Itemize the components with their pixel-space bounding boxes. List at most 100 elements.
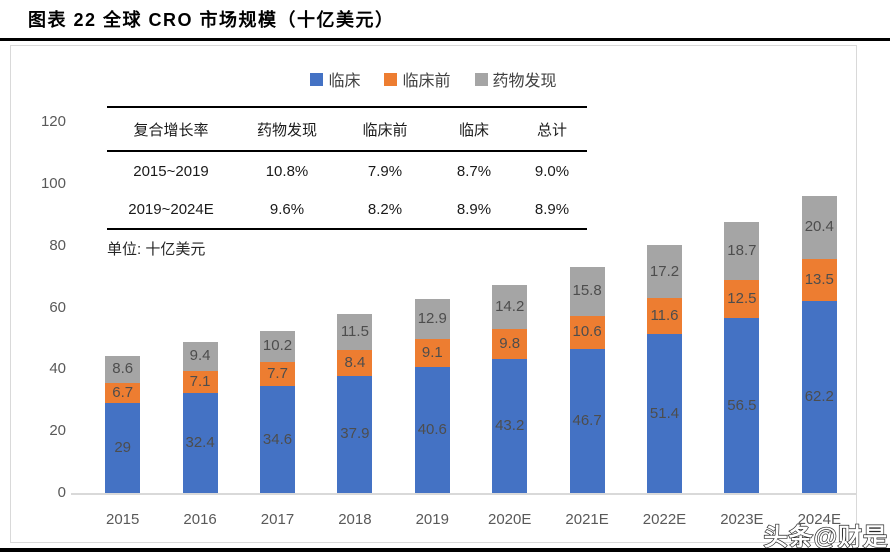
bar-value-label: 6.7	[112, 383, 134, 401]
bar-value-label: 7.7	[267, 365, 288, 383]
table-header-row: 复合增长率 药物发现 临床前 临床 总计	[107, 107, 587, 152]
bar-value-label: 9.1	[421, 344, 443, 362]
bar-value-label: 9.8	[499, 335, 521, 353]
legend-item: 药物发现	[474, 67, 557, 91]
bar-value-label: 8.6	[112, 360, 134, 378]
bar-value-label: 29	[114, 439, 132, 457]
bar-segment	[182, 370, 218, 393]
y-axis-tick: 20	[49, 422, 66, 440]
bar-value-label: 11.6	[650, 307, 679, 325]
x-axis-label: 2024E	[797, 511, 841, 528]
bar-segment	[647, 334, 682, 493]
table-row: 2015~2019 10.8% 7.9% 8.7% 9.0%	[107, 151, 587, 190]
cagr-table: 复合增长率 药物发现 临床前 临床 总计 2015~2019 10.8% 7.9% 8.7% 9…	[107, 106, 587, 230]
x-axis-label: 2015	[106, 511, 140, 528]
table-header-cell: 总计	[517, 107, 587, 152]
bar-value-label: 32.4	[185, 433, 215, 451]
table-header-cell: 药物发现	[235, 107, 339, 152]
x-axis-label: 2019	[415, 511, 449, 528]
bar-value-label: 9.4	[189, 347, 211, 365]
x-axis-label: 2017	[260, 511, 295, 528]
chart-area: 临床 临床前 药物发现 复合增长率 药物发现 临床前 临床 总计 2015~2019 10.8…	[10, 45, 857, 543]
y-axis-tick: 120	[40, 113, 66, 130]
bar-segment	[801, 258, 837, 301]
table-cell: 2015~2019	[133, 162, 209, 180]
y-axis-tick: 60	[49, 298, 66, 316]
bar-value-label: 14.2	[495, 298, 525, 316]
bar-value-label: 20.4	[804, 218, 834, 236]
bar-value-label: 46.7	[572, 411, 602, 429]
bar-segment	[337, 375, 373, 493]
table-header-cell: 临床	[431, 107, 517, 152]
watermark: 头条@财是	[763, 523, 888, 551]
bar-value-label: 10.2	[262, 337, 293, 355]
bottom-divider	[0, 548, 890, 552]
bar-segment	[492, 329, 528, 360]
bar-segment	[182, 341, 218, 371]
bar-value-label: 15.8	[572, 282, 602, 300]
x-axis-label: 2022E	[642, 511, 687, 528]
bar-value-label: 12.9	[417, 310, 447, 328]
x-axis-label: 2021E	[565, 511, 609, 528]
bar-value-label: 10.6	[572, 323, 602, 341]
y-axis-tick: 100	[40, 174, 66, 192]
bar-value-label: 62.2	[804, 387, 834, 405]
table-cell: 8.9%	[456, 200, 492, 218]
bar-segment	[492, 359, 528, 493]
legend-label: 药物发现	[492, 73, 557, 90]
bar-segment	[801, 300, 837, 493]
title-divider	[0, 38, 890, 41]
bar-segment	[337, 349, 373, 376]
x-axis-label: 2020E	[488, 511, 532, 528]
bar-segment	[724, 318, 760, 493]
bar-segment	[647, 298, 682, 335]
x-axis-label: 2018	[338, 511, 372, 528]
bar-value-label: 12.5	[727, 289, 757, 307]
plot-area: 0 20 40 60 80 100 120 29 6.7 8.6 2015 32.4 7.1 9.4 201…	[11, 46, 856, 542]
legend-label: 临床前	[402, 73, 451, 90]
legend-swatch-icon	[384, 72, 398, 86]
table-header-cell: 复合增长率	[107, 107, 235, 152]
table-cell: 9.6%	[269, 200, 305, 218]
table-cell: 7.9%	[367, 162, 403, 180]
bar-segment	[260, 362, 295, 387]
bar-value-label: 13.5	[804, 270, 834, 288]
bar-value-label: 8.4	[344, 353, 366, 371]
bar-segment	[569, 315, 605, 349]
bar-segment	[414, 299, 450, 340]
bar-segment	[260, 330, 295, 363]
legend-label: 临床	[328, 73, 361, 90]
y-axis-tick: 40	[49, 360, 66, 378]
x-axis-label: 2016	[183, 511, 217, 528]
bar-value-label: 43.2	[495, 417, 525, 435]
bar-value-label: 51.4	[649, 404, 680, 422]
table-row: 2019~2024E 9.6% 8.2% 8.9% 8.9%	[107, 190, 587, 229]
figure-title: 图表 22 全球 CRO 市场规模（十亿美元）	[28, 10, 395, 30]
bar-value-label: 56.5	[727, 396, 757, 414]
bar-value-label: 37.9	[340, 425, 370, 443]
bar-segment	[105, 403, 141, 493]
bar-value-label: 17.2	[649, 262, 680, 280]
table-cell: 8.7%	[456, 162, 492, 180]
legend-item: 临床前	[384, 67, 451, 91]
bar-segment	[724, 279, 760, 319]
x-axis-label: 2023E	[720, 511, 764, 528]
bar-segment	[414, 367, 450, 493]
bar-segment	[647, 245, 682, 299]
bar-segment	[414, 339, 450, 368]
bar-segment	[569, 266, 605, 316]
bar-value-label: 34.6	[262, 430, 293, 448]
legend-swatch-icon	[310, 72, 324, 86]
bar-segment	[569, 348, 605, 493]
y-axis-tick: 0	[57, 484, 66, 501]
bar-value-label: 11.5	[340, 323, 369, 341]
table-cell: 2019~2024E	[128, 200, 214, 218]
bar-segment	[105, 382, 141, 404]
bar-segment	[182, 392, 218, 493]
bar-segment	[337, 314, 373, 350]
unit-note: 单位: 十亿美元	[107, 241, 206, 258]
bar-value-label: 40.6	[417, 421, 447, 439]
table-header-cell: 临床前	[339, 107, 431, 152]
bar-segment	[724, 221, 760, 280]
bar-segment	[260, 386, 295, 493]
